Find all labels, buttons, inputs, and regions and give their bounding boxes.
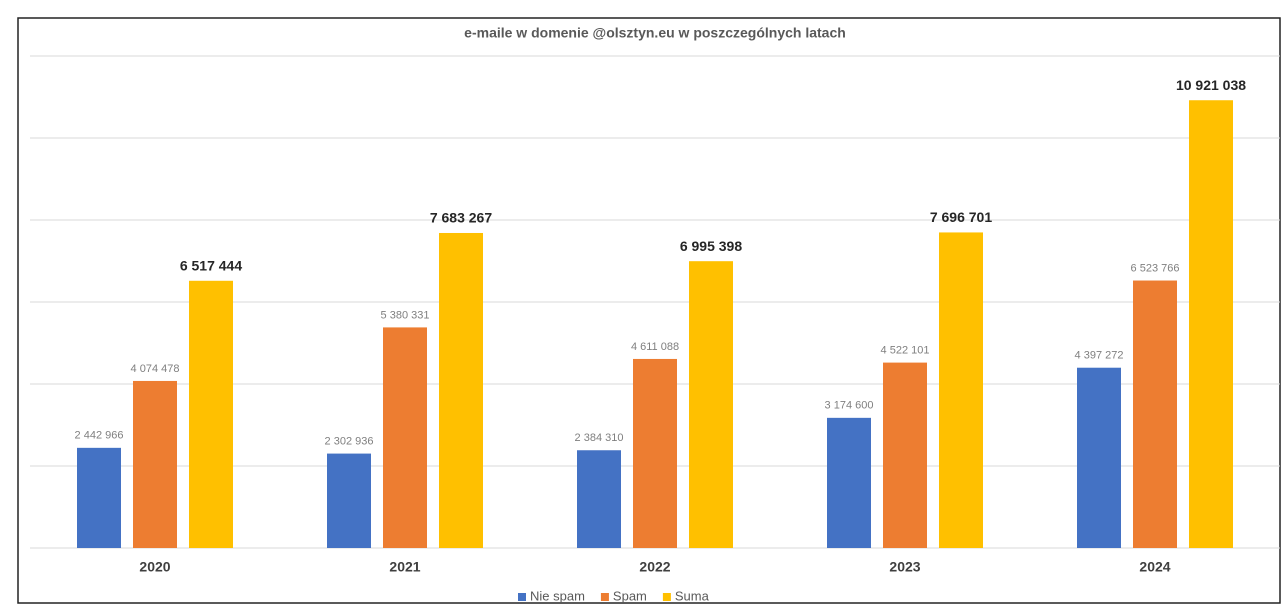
chart-title: e-maile w domenie @olsztyn.eu w poszczeg… (464, 25, 846, 41)
value-label: 4 522 101 (881, 345, 930, 357)
x-tick-label: 2022 (639, 559, 670, 575)
value-label: 7 683 267 (430, 210, 492, 226)
bar (689, 261, 733, 548)
value-label: 6 995 398 (680, 238, 742, 254)
value-label: 3 174 600 (825, 400, 874, 412)
bar (77, 447, 121, 548)
value-label: 7 696 701 (930, 209, 992, 225)
bar (633, 358, 677, 548)
bar (577, 450, 621, 548)
legend-label: Suma (675, 588, 710, 603)
value-label: 4 397 272 (1075, 350, 1124, 362)
value-label: 10 921 038 (1176, 77, 1246, 93)
bar (133, 380, 177, 548)
x-tick-label: 2024 (1139, 559, 1170, 575)
x-tick-label: 2023 (889, 559, 920, 575)
bar (883, 362, 927, 548)
bar (1077, 367, 1121, 548)
value-label: 4 074 478 (131, 363, 180, 375)
bar (1189, 100, 1233, 549)
legend-swatch (600, 593, 609, 601)
bar (1133, 280, 1177, 548)
x-tick-label: 2021 (389, 559, 420, 575)
value-label: 2 302 936 (325, 435, 374, 447)
legend-label: Nie spam (530, 588, 585, 603)
bar (383, 327, 427, 548)
x-tick-label: 2020 (139, 559, 170, 575)
bar (939, 232, 983, 549)
legend-label: Spam (613, 588, 647, 603)
legend-swatch (518, 593, 526, 601)
legend-swatch (662, 593, 671, 601)
value-label: 6 517 444 (180, 257, 242, 273)
bar (327, 453, 371, 548)
value-label: 6 523 766 (1131, 262, 1180, 274)
value-label: 2 384 310 (575, 432, 624, 444)
bar (189, 280, 233, 548)
value-label: 4 611 088 (631, 341, 679, 353)
bar (439, 232, 483, 548)
bar (827, 417, 871, 548)
value-label: 2 442 966 (75, 430, 124, 442)
value-label: 5 380 331 (381, 309, 430, 321)
